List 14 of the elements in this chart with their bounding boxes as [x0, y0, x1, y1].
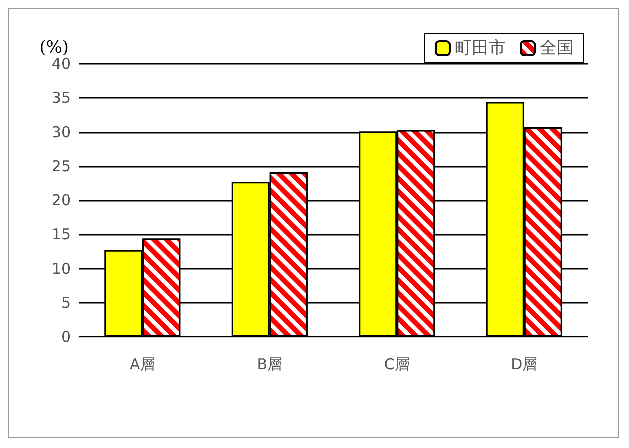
- y-tick-label: 5: [61, 294, 71, 312]
- y-tick-label: 35: [52, 89, 71, 108]
- y-tick-label: 10: [52, 260, 71, 278]
- x-tick-label: A層: [130, 356, 156, 374]
- legend-label: 町田市: [455, 38, 506, 58]
- y-tick-label: 30: [52, 123, 71, 142]
- y-tick-label: 20: [52, 192, 71, 210]
- x-tick-label: D層: [511, 356, 538, 374]
- x-tick-label: C層: [384, 356, 410, 374]
- x-tick-label: B層: [257, 356, 283, 374]
- y-tick-label: 0: [61, 328, 71, 346]
- legend-label: 全国: [540, 38, 574, 58]
- y-tick-label: 25: [52, 157, 71, 176]
- y-tick-label: 15: [52, 226, 71, 244]
